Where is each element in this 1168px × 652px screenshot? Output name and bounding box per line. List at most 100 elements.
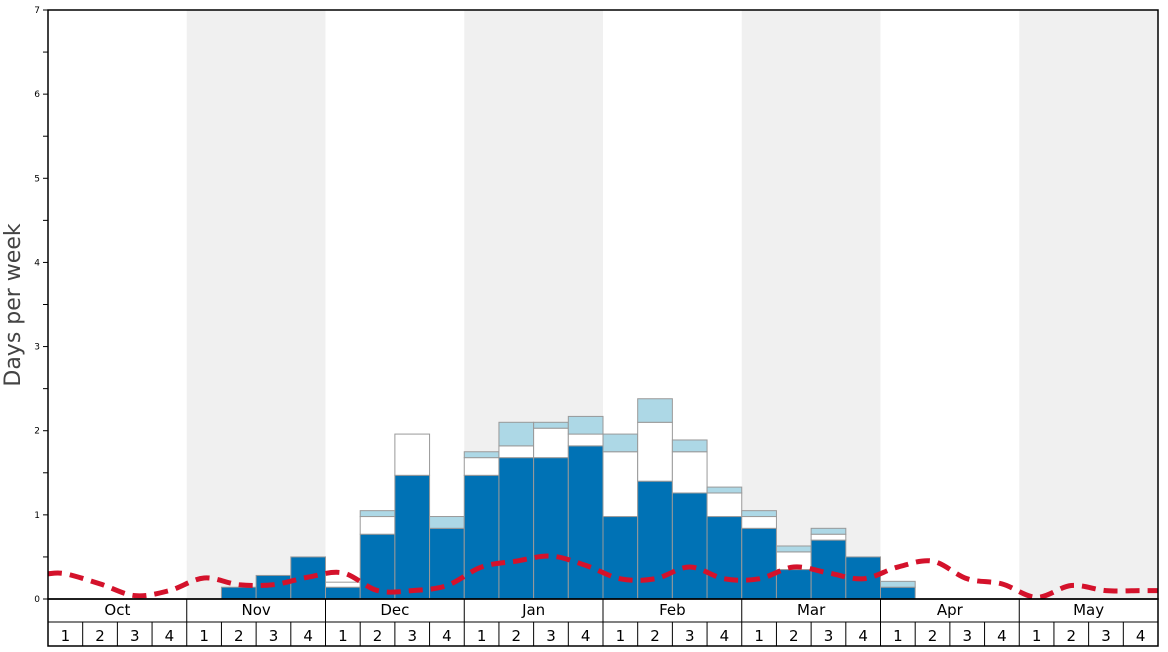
week-label: 2 xyxy=(234,627,244,645)
week-label: 4 xyxy=(165,627,175,645)
week-label: 4 xyxy=(442,627,452,645)
bar-series-3 xyxy=(602,433,639,453)
bar-series-1 xyxy=(325,586,361,600)
week-label: 2 xyxy=(789,627,799,645)
plot-frame xyxy=(47,9,1159,600)
week-label: 4 xyxy=(858,627,868,645)
bar-series-2 xyxy=(325,581,361,588)
week-label: 2 xyxy=(512,627,522,645)
week-label: 1 xyxy=(477,627,487,645)
bar-series-3 xyxy=(706,486,743,494)
week-label: 3 xyxy=(962,627,972,645)
week-label: 3 xyxy=(824,627,834,645)
month-label-jan: Jan xyxy=(521,601,545,619)
bar-series-1 xyxy=(671,492,708,600)
bar-series-1 xyxy=(602,516,639,600)
month-shade-mar xyxy=(741,10,881,599)
week-label: 3 xyxy=(546,627,556,645)
bar-series-3 xyxy=(671,439,708,453)
bar-series-3 xyxy=(498,421,535,447)
week-label: 1 xyxy=(893,627,903,645)
month-label-nov: Nov xyxy=(241,601,270,619)
bar-series-2 xyxy=(637,421,673,482)
bar-series-2 xyxy=(706,492,743,518)
week-label: 1 xyxy=(616,627,626,645)
y-tick-label: 3 xyxy=(34,343,40,353)
month-label-feb: Feb xyxy=(659,601,686,619)
week-label: 2 xyxy=(95,627,105,645)
bar-series-3 xyxy=(463,451,500,459)
y-tick-label: 0 xyxy=(34,595,40,605)
month-label-oct: Oct xyxy=(104,601,130,619)
week-label: 4 xyxy=(1136,627,1146,645)
trend-line xyxy=(47,553,1158,600)
week-label: 2 xyxy=(928,627,938,645)
bar-series-2 xyxy=(671,451,708,494)
week-label: 3 xyxy=(269,627,279,645)
week-label: 4 xyxy=(720,627,730,645)
month-shading-layer xyxy=(186,10,1158,599)
week-label: 2 xyxy=(373,627,383,645)
bar-series-1 xyxy=(220,586,257,600)
bar-series-1 xyxy=(706,516,743,600)
bar-series-1 xyxy=(498,457,535,600)
bar-series-2 xyxy=(533,427,569,459)
y-tick-label: 1 xyxy=(34,511,40,521)
y-tick-label: 6 xyxy=(34,90,40,100)
bar-series-2 xyxy=(810,533,847,541)
bar-series-3 xyxy=(637,398,673,423)
week-label: 2 xyxy=(650,627,660,645)
bar-series-3 xyxy=(533,421,569,429)
bar-series-1 xyxy=(741,527,777,600)
y-tick-label: 7 xyxy=(34,6,40,16)
y-tick-label: 5 xyxy=(34,174,40,184)
bar-series-2 xyxy=(498,445,535,459)
week-label: 1 xyxy=(199,627,209,645)
week-label: 3 xyxy=(1101,627,1111,645)
bar-series-1 xyxy=(533,457,569,600)
month-label-dec: Dec xyxy=(380,601,409,619)
week-label: 3 xyxy=(130,627,140,645)
bar-series-3 xyxy=(567,415,604,435)
month-label-apr: Apr xyxy=(937,601,964,619)
bar-series-1 xyxy=(775,569,812,600)
bar-series-2 xyxy=(741,516,777,529)
bar-series-1 xyxy=(463,474,500,600)
week-label: 4 xyxy=(303,627,313,645)
week-label: 4 xyxy=(581,627,591,645)
week-label: 1 xyxy=(754,627,764,645)
week-label: 3 xyxy=(685,627,695,645)
y-tick-label: 4 xyxy=(34,258,40,268)
bar-series-3 xyxy=(741,510,777,518)
month-label-mar: Mar xyxy=(797,601,826,619)
week-label: 2 xyxy=(1067,627,1077,645)
bar-series-3 xyxy=(880,580,916,588)
month-shade-may xyxy=(1019,10,1158,599)
bar-series-3 xyxy=(429,516,465,529)
week-label: 1 xyxy=(1032,627,1042,645)
bar-layer xyxy=(220,398,916,600)
bar-series-1 xyxy=(567,445,604,600)
y-axis-label: Days per week xyxy=(1,223,26,386)
bar-series-2 xyxy=(394,433,431,476)
x-axis-month-week-table: Oct 1 2 3 4 Nov 1 2 3 4 Dec 1 2 3 4 Jan 1 2 3 4 Feb 1 2 3 4 Mar 1 2… xyxy=(47,598,1159,647)
week-label: 3 xyxy=(407,627,417,645)
month-label-may: May xyxy=(1073,601,1104,619)
bar-series-1 xyxy=(880,586,916,600)
trend-line-layer xyxy=(47,553,1158,600)
week-label: 4 xyxy=(997,627,1007,645)
week-label: 1 xyxy=(61,627,71,645)
bar-series-3 xyxy=(810,527,847,535)
bar-series-2 xyxy=(359,516,396,535)
bar-series-2 xyxy=(567,433,604,447)
bar-series-1 xyxy=(394,474,431,600)
bar-series-2 xyxy=(463,457,500,476)
bar-series-2 xyxy=(602,451,639,518)
y-tick-label: 2 xyxy=(34,427,40,437)
y-axis: 0 1 2 3 4 5 6 7 xyxy=(34,6,48,605)
bar-series-3 xyxy=(359,510,396,518)
bar-series-3 xyxy=(775,545,812,553)
week-label: 1 xyxy=(338,627,348,645)
month-shade-nov xyxy=(186,10,326,599)
